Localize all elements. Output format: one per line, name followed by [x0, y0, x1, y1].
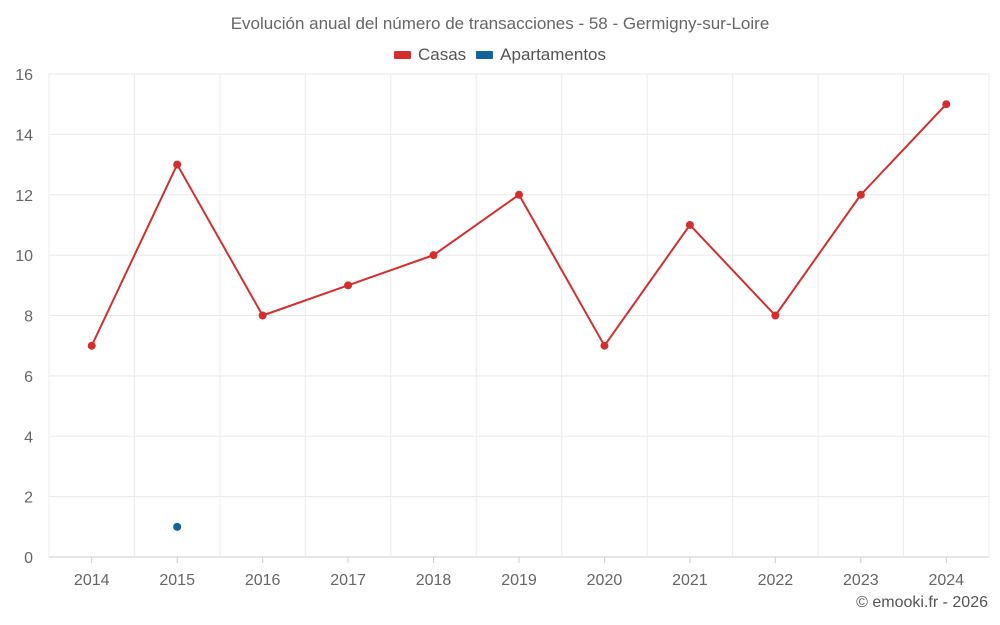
data-point-casas: [685, 220, 694, 229]
data-point-casas: [856, 190, 865, 199]
y-tick-label: 2: [24, 490, 33, 507]
y-tick-label: 14: [15, 127, 33, 144]
legend-item-apartamentos[interactable]: Apartamentos: [476, 45, 606, 65]
x-tick-label: 2021: [672, 572, 708, 589]
data-point-casas: [429, 251, 438, 260]
y-tick-label: 0: [24, 550, 33, 567]
data-point-casas: [173, 160, 182, 169]
x-tick-label: 2020: [587, 572, 623, 589]
legend-label-apartamentos: Apartamentos: [500, 45, 607, 64]
y-tick-label: 12: [15, 188, 33, 205]
data-point-casas: [258, 311, 267, 320]
y-tick-label: 4: [24, 429, 33, 446]
data-point-casas: [771, 311, 780, 320]
data-point-apartamentos: [173, 522, 182, 531]
legend-swatch-apartamentos: [476, 51, 494, 59]
legend-swatch-casas: [393, 51, 411, 59]
legend: Casas Apartamentos: [0, 45, 1000, 65]
y-tick-label: 6: [24, 369, 33, 386]
y-tick-label: 8: [24, 309, 33, 326]
credit-text: © emooki.fr - 2026: [856, 594, 988, 611]
y-tick-label: 10: [15, 248, 33, 265]
legend-label-casas: Casas: [417, 45, 467, 64]
data-point-casas: [515, 190, 523, 199]
x-tick-label: 2018: [416, 572, 452, 589]
x-tick-label: 2017: [330, 572, 366, 589]
data-point-casas: [87, 341, 96, 350]
x-tick-label: 2023: [843, 572, 879, 589]
x-tick-label: 2014: [74, 572, 110, 589]
x-tick-label: 2019: [501, 572, 537, 589]
legend-item-casas[interactable]: Casas: [393, 45, 467, 65]
chart-title: Evolución anual del número de transaccio…: [230, 14, 770, 33]
data-point-casas: [344, 281, 353, 290]
data-point-casas: [600, 341, 609, 350]
x-tick-label: 2015: [159, 572, 195, 589]
x-tick-label: 2016: [245, 572, 281, 589]
x-tick-label: 2024: [928, 572, 964, 589]
x-tick-label: 2022: [758, 572, 794, 589]
data-point-casas: [942, 100, 951, 109]
y-tick-label: 16: [15, 67, 33, 84]
